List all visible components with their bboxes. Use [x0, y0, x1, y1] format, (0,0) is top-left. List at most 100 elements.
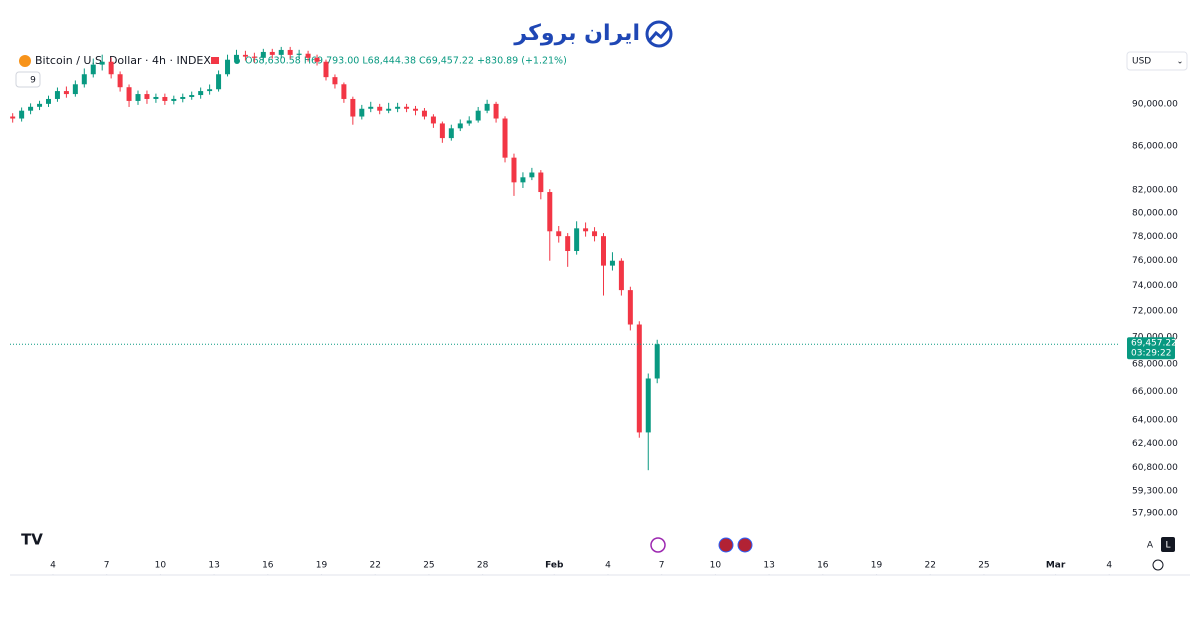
- candle-body: [645, 378, 651, 433]
- y-tick-label: 62,400.00: [1132, 439, 1178, 449]
- x-tick-label: 7: [659, 561, 665, 571]
- candle-body: [466, 120, 472, 124]
- scale-button: L: [1165, 541, 1170, 551]
- candle-body: [430, 116, 436, 124]
- candle-body: [207, 89, 213, 92]
- x-tick-label: 7: [104, 561, 110, 571]
- candle-body: [484, 103, 490, 111]
- candle-body: [627, 290, 633, 325]
- candle-body: [225, 59, 231, 75]
- indicator-toggle[interactable]: [15, 71, 41, 88]
- candle-body: [502, 118, 508, 158]
- candle-body: [278, 49, 284, 55]
- watermark: ایران بروکر: [513, 21, 640, 46]
- y-tick-label: 66,000.00: [1132, 387, 1178, 397]
- candle-body: [72, 84, 78, 95]
- candle-body: [457, 123, 463, 129]
- candle-body: [341, 84, 347, 99]
- flag-icon: [211, 57, 219, 64]
- y-tick-label: 80,000.00: [1132, 209, 1178, 219]
- tv-logo: TV: [21, 531, 43, 549]
- dropdown-arrow: ⌄: [1177, 57, 1184, 66]
- y-tick-label: 82,000.00: [1132, 186, 1178, 196]
- candle-body: [233, 54, 239, 60]
- candle-body: [350, 98, 356, 117]
- candle-body: [574, 228, 580, 252]
- candle-body: [448, 128, 454, 139]
- candle-body: [63, 91, 69, 95]
- candle-body: [600, 236, 606, 266]
- candle-body: [171, 98, 177, 101]
- x-tick-label: 25: [978, 561, 989, 571]
- x-tick-label: 19: [316, 561, 328, 571]
- candle-body: [260, 51, 266, 58]
- candle-body: [421, 110, 427, 117]
- event-icons: [650, 537, 753, 553]
- candle-body: [368, 106, 374, 109]
- coin-icon: [19, 55, 31, 67]
- x-tick-label: 16: [817, 561, 829, 571]
- candle-body: [135, 94, 141, 101]
- candle-body: [520, 177, 526, 183]
- x-tick-label: 10: [710, 561, 722, 571]
- settings-icon[interactable]: [1152, 559, 1164, 571]
- indicator-count: 9: [30, 76, 36, 86]
- candle-body: [198, 91, 204, 96]
- candle-body: [314, 57, 320, 62]
- x-tick-label: 13: [208, 561, 219, 571]
- candle-body: [475, 110, 481, 121]
- candle-body: [511, 157, 517, 183]
- chart-title: Bitcoin / U.S. Dollar · 4h · INDEX: [35, 54, 211, 67]
- candle-body: [323, 61, 329, 78]
- candle-body: [636, 324, 642, 433]
- candle-body: [269, 51, 275, 55]
- x-tick-label: 22: [924, 561, 935, 571]
- candle-body: [332, 77, 338, 85]
- y-tick-label: 76,000.00: [1132, 256, 1178, 266]
- candle-body: [493, 103, 499, 119]
- candle-body: [28, 106, 34, 111]
- price-label-box: [1127, 337, 1175, 360]
- x-tick-label: 10: [155, 561, 167, 571]
- x-tick-label: 4: [50, 561, 56, 571]
- candle-body: [81, 74, 87, 85]
- candle-body: [189, 95, 195, 97]
- y-tick-label: 68,000.00: [1132, 359, 1178, 369]
- y-tick-label: 59,300.00: [1132, 486, 1178, 496]
- x-tick-label: Feb: [545, 561, 564, 571]
- candle-body: [117, 74, 123, 88]
- currency: USD: [1132, 57, 1151, 67]
- candle-body: [90, 64, 96, 75]
- candle-body: [547, 192, 553, 232]
- x-tick-label: 22: [369, 561, 380, 571]
- candle-body: [305, 53, 311, 58]
- candle-body: [654, 344, 660, 379]
- candle-body: [251, 56, 257, 58]
- candle-body: [556, 231, 562, 237]
- log-scale-button[interactable]: [1161, 537, 1175, 552]
- candle-body: [162, 96, 168, 101]
- auto-scale-button[interactable]: [1143, 537, 1157, 552]
- candle-body: [126, 87, 132, 101]
- candle-body: [359, 108, 365, 117]
- x-tick-label: 4: [605, 561, 611, 571]
- candle-body: [538, 172, 544, 193]
- y-tick-label: 90,000.00: [1132, 99, 1178, 109]
- currency-select[interactable]: [1126, 51, 1188, 71]
- candle-body: [377, 106, 383, 111]
- y-tick-label: 64,000.00: [1132, 416, 1178, 426]
- x-tick-label: 4: [1106, 561, 1112, 571]
- price-label: 69,457.22: [1131, 339, 1177, 349]
- candle-body: [439, 123, 445, 139]
- x-tick-label: 13: [763, 561, 774, 571]
- candle-body: [242, 54, 248, 57]
- candle-body: [618, 260, 624, 291]
- candle-body: [583, 228, 589, 232]
- candle-body: [216, 74, 222, 90]
- candle-body: [144, 94, 150, 99]
- candle-body: [287, 49, 293, 55]
- candle-body: [395, 106, 401, 109]
- candle-body: [54, 91, 60, 99]
